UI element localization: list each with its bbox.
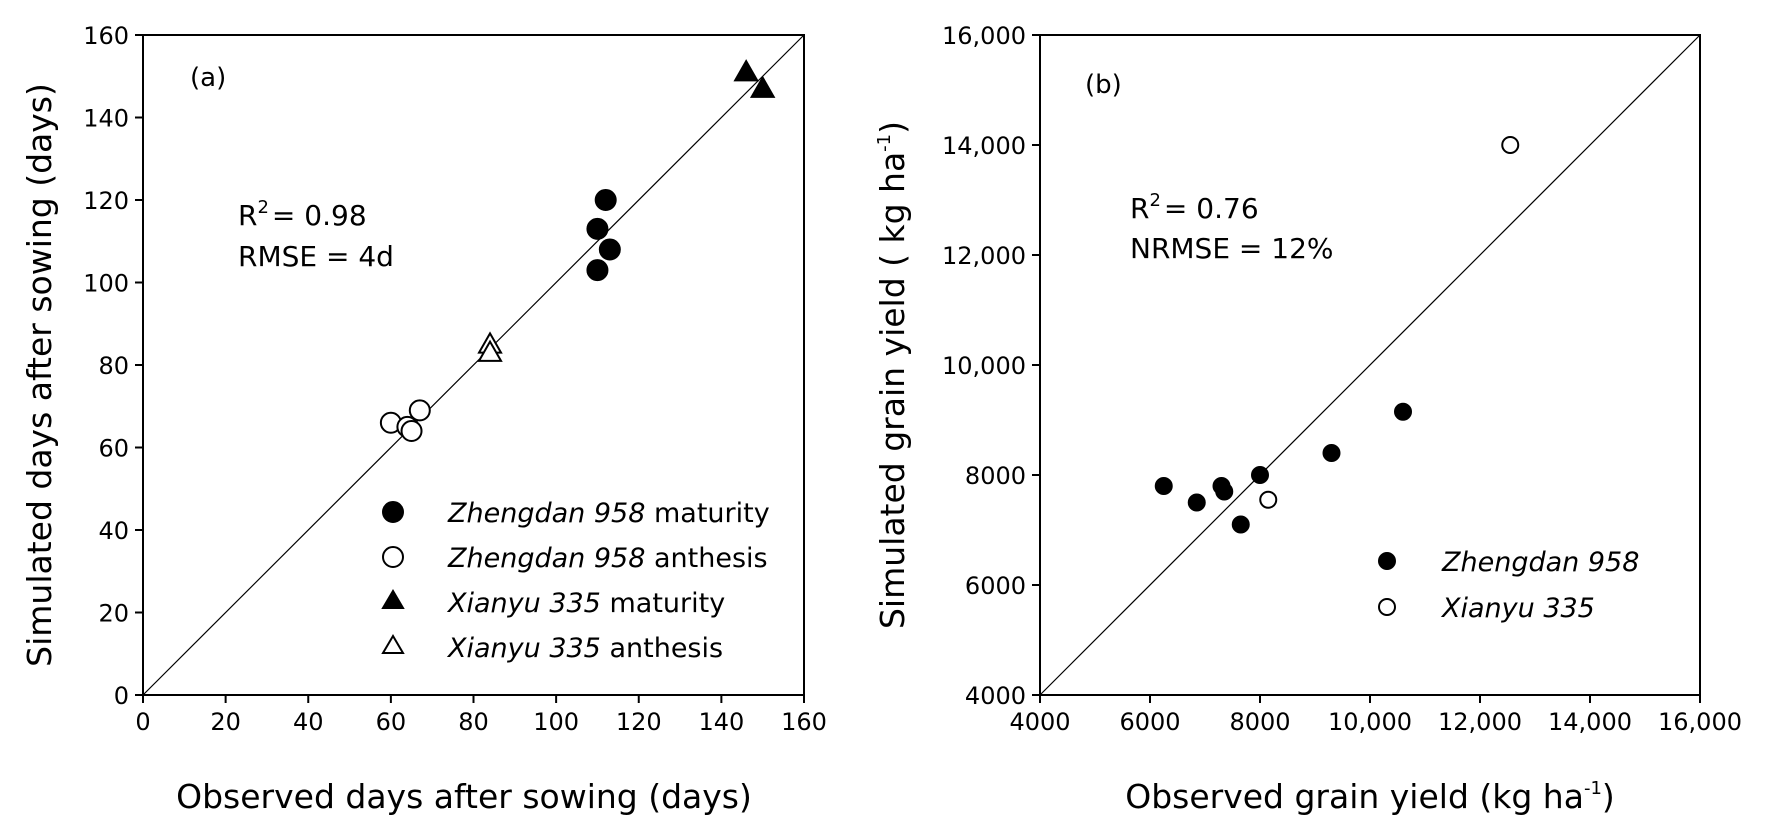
panel-a-y-axis-label: Simulated days after sowing (days): [20, 83, 59, 667]
panel-b-point-series-1: [1259, 490, 1278, 509]
legend-label-xianyu-anthesis: Xianyu 335 anthesis: [446, 633, 723, 664]
panel-b-y-tick-label: 12,000: [942, 242, 1026, 270]
panel-b-y-tick-label: 6000: [965, 572, 1026, 600]
legend-label-zhengdan-958: Zhengdan 958: [1441, 547, 1639, 578]
panel-b-point-series-1: [1501, 136, 1520, 154]
panel-a-point-series-0: [594, 189, 617, 211]
panel-b-r2: R2 = 0.76: [1130, 190, 1259, 225]
legend-marker-zhengdan-anthesis: [382, 546, 404, 568]
panel-b-y-tick-label: 4000: [965, 682, 1026, 710]
panel-b: 4000 6000 8000 10,000 12,000 14,000 16,000 400…: [873, 22, 1742, 816]
panel-a-y-tick-label: 20: [98, 600, 129, 628]
panel-b-x-tick-label: 12,000: [1438, 708, 1522, 736]
panel-a-y-tick-label: 60: [98, 435, 129, 463]
panel-a-x-tick-label: 140: [698, 708, 744, 736]
panel-a-one-to-one-line: [142, 34, 805, 696]
panel-a-x-tick-label: 100: [533, 708, 579, 736]
panel-b-x-tick-label: 14,000: [1548, 708, 1632, 736]
panel-a-point-series-3: [477, 339, 503, 362]
panel-a-x-tick-label: 20: [210, 708, 241, 736]
panel-b-point-series-0: [1394, 402, 1412, 421]
legend-label-zhengdan-anthesis: Zhengdan 958 anthesis: [447, 543, 768, 574]
panel-b-x-tick-label: 10,000: [1328, 708, 1412, 736]
panel-b-x-tick-label: 6000: [1119, 708, 1180, 736]
legend-marker-xianyu-anthesis: [381, 634, 405, 654]
legend-label-zhengdan-maturity: Zhengdan 958 maturity: [447, 498, 770, 529]
panel-a-y-tick-label: 100: [83, 270, 129, 298]
legend-marker-xianyu-maturity: [381, 589, 405, 609]
panel-b-y-ticks: 4000 6000 8000 10,000 12,000 14,000 16,000: [942, 22, 1040, 710]
legend-marker-xianyu-335: [1378, 598, 1396, 616]
panel-b-one-to-one-line: [1039, 34, 1701, 696]
panel-a-y-tick-label: 0: [114, 682, 129, 710]
panel-b-y-axis-label: Simulated grain yield ( kg ha-1): [873, 121, 912, 629]
panel-a-point-series-0: [586, 217, 609, 240]
panel-a-x-axis-label: Observed days after sowing (days): [176, 777, 752, 816]
panel-b-point-series-0: [1215, 482, 1234, 501]
panel-a-x-ticks: 0 20 40 60 80 100 120 140 160: [135, 695, 827, 736]
panel-a-point-series-0: [598, 238, 621, 261]
panel-b-point-series-0: [1187, 493, 1206, 512]
panel-b-y-tick-label: 14,000: [942, 132, 1026, 160]
panel-a-y-tick-label: 80: [98, 352, 129, 380]
panel-b-point-series-0: [1154, 477, 1173, 495]
legend-marker-zhengdan-958: [1378, 552, 1396, 570]
legend-label-xianyu-maturity: Xianyu 335 maturity: [446, 588, 725, 619]
panel-a-y-ticks: 0 20 40 60 80 100 120 140 160: [83, 22, 143, 710]
panel-b-point-series-0: [1322, 444, 1341, 462]
panel-a-point-series-2: [733, 59, 759, 82]
panel-a: 0 20 40 60 80 100 120 140 160 0 20 40 60 80 100 120 140…: [20, 22, 827, 816]
panel-a-x-tick-label: 160: [781, 708, 827, 736]
panel-a-x-tick-label: 60: [376, 708, 407, 736]
panel-b-x-tick-label: 8000: [1229, 708, 1290, 736]
panel-b-x-tick-label: 16,000: [1658, 708, 1742, 736]
panel-b-point-series-0: [1251, 466, 1269, 484]
panel-a-label: (a): [190, 63, 226, 93]
panel-a-point-series-1: [408, 399, 431, 422]
panel-a-x-tick-label: 40: [293, 708, 324, 736]
panel-a-y-tick-label: 160: [83, 22, 129, 50]
legend-marker-zhengdan-maturity: [382, 501, 404, 523]
panel-a-point-series-2: [749, 75, 776, 98]
panel-b-y-tick-label: 10,000: [942, 352, 1026, 380]
panel-b-y-tick-label: 16,000: [942, 22, 1026, 50]
panel-a-rmse: RMSE = 4d: [238, 240, 394, 273]
panel-a-x-tick-label: 0: [135, 708, 150, 736]
panel-b-x-ticks: 4000 6000 8000 10,000 12,000 14,000 16,000: [1009, 695, 1742, 736]
panel-a-point-series-0: [586, 259, 609, 282]
panel-b-x-axis-label: Observed grain yield (kg ha-1): [1125, 777, 1615, 816]
panel-b-points: [1154, 136, 1520, 534]
legend-label-xianyu-335: Xianyu 335: [1440, 593, 1595, 624]
panel-b-legend: Zhengdan 958 Xianyu 335: [1378, 547, 1639, 624]
panel-a-y-tick-label: 120: [83, 187, 129, 215]
panel-a-x-tick-label: 120: [616, 708, 662, 736]
panel-b-x-tick-label: 4000: [1009, 708, 1070, 736]
panel-a-y-tick-label: 40: [98, 517, 129, 545]
panel-a-points: [379, 59, 776, 442]
panel-a-legend: Zhengdan 958 maturity Zhengdan 958 anthe…: [381, 498, 770, 664]
panel-b-point-series-0: [1231, 515, 1250, 534]
panel-a-point-series-1: [400, 420, 423, 442]
panel-b-nrmse: NRMSE = 12%: [1130, 232, 1334, 265]
panel-b-label: (b): [1085, 70, 1122, 100]
panel-b-y-tick-label: 8000: [965, 462, 1026, 490]
panel-a-y-tick-label: 140: [83, 105, 129, 133]
panel-a-x-tick-label: 80: [458, 708, 489, 736]
panel-a-r2: R2 = 0.98: [238, 197, 367, 232]
